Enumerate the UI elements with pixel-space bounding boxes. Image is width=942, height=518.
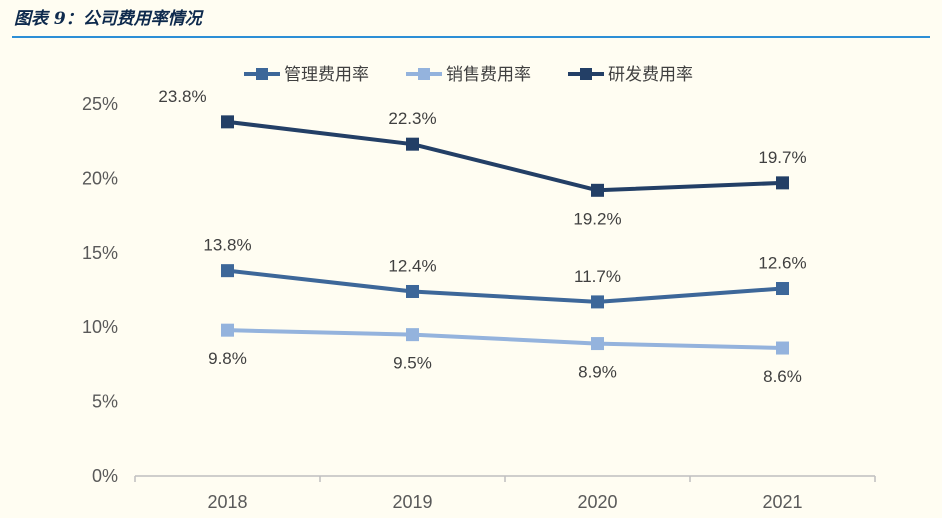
data-point-marker [591,295,604,309]
x-axis: 2018 2019 2020 2021 [134,475,876,512]
data-point-marker [591,183,604,197]
data-point-marker [776,282,789,296]
legend-label: 研发费用率 [608,65,693,85]
data-point-marker [776,341,789,355]
legend-marker [418,68,430,80]
legend-item: 销售费用率 [406,65,531,85]
legend-label: 管理费用率 [284,65,369,85]
data-label: 8.6% [763,367,802,386]
y-tick-label: 15% [82,243,118,263]
x-tick-label: 2021 [762,492,802,512]
y-tick-label: 5% [92,392,118,412]
legend: 管理费用率 销售费用率 研发费用率 [244,65,693,85]
y-axis: 0% 5% 10% 15% 20% 25% [82,94,118,486]
data-point-marker [406,328,419,342]
data-point-marker [776,176,789,190]
series-line-1 [227,268,783,304]
data-label: 8.9% [578,363,617,382]
data-label: 11.7% [574,267,621,286]
data-point-marker [406,137,419,151]
y-tick-label: 20% [82,168,118,188]
data-label: 13.8% [203,236,251,255]
x-tick-label: 2018 [207,492,247,512]
data-label: 9.5% [393,354,432,373]
data-label: 19.2% [573,209,621,228]
data-label: 12.4% [388,256,436,275]
series-lines [221,115,789,355]
data-label: 19.7% [758,148,806,167]
legend-label: 销售费用率 [446,65,531,85]
y-tick-label: 10% [82,317,118,337]
series-line-3 [227,119,783,193]
data-label: 12.6% [758,254,806,273]
data-point-marker [221,115,234,129]
y-tick-label: 25% [82,94,118,114]
data-point-marker [221,323,234,337]
data-point-marker [591,337,604,351]
data-labels: 13.8% 12.4% 11.7% 12.6% 9.8% 9.5% 8.9% 8.6% 23.8… [158,87,806,386]
data-label: 9.8% [208,349,247,368]
legend-item: 管理费用率 [244,65,369,85]
legend-marker [580,68,592,80]
y-tick-label: 0% [92,466,118,486]
data-point-marker [221,264,234,278]
data-point-marker [406,284,419,298]
x-tick-label: 2020 [577,492,617,512]
legend-marker [256,68,268,80]
figure-title: 图表 9：公司费用率情况 [14,9,202,29]
title-rule [12,36,930,38]
legend-item: 研发费用率 [568,65,693,85]
x-tick-label: 2019 [392,492,432,512]
data-label: 23.8% [158,87,206,106]
data-label: 22.3% [388,109,436,128]
series-line-2 [227,328,783,351]
